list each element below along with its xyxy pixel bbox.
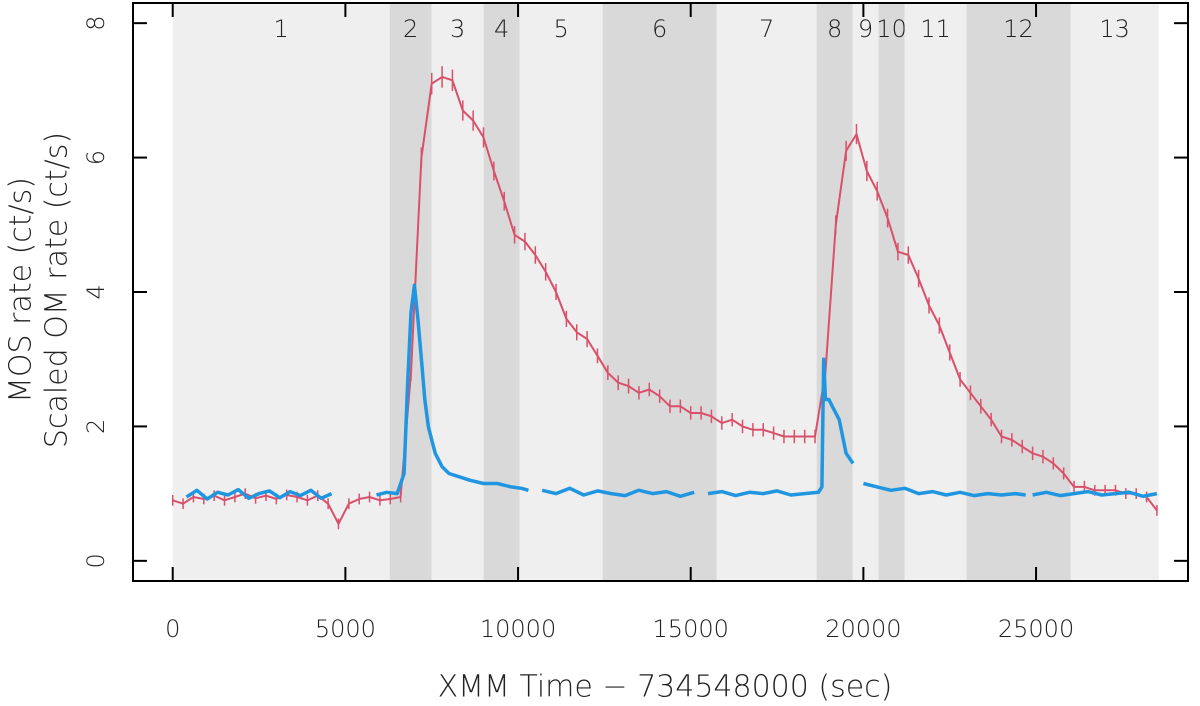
interval-label: 13: [1099, 15, 1130, 43]
y-tick-label: 2: [82, 419, 110, 434]
interval-label: 12: [1003, 15, 1034, 43]
interval-band: [519, 4, 603, 580]
interval-label: 2: [403, 15, 418, 43]
interval-band: [483, 4, 520, 580]
x-tick-label: 25000: [998, 615, 1074, 643]
interval-label: 9: [858, 15, 873, 43]
plot-background: 1 2 3 4 5 6 7 8 9 10 11 12 13: [172, 4, 1159, 580]
interval-band: [716, 4, 817, 580]
interval-label: 5: [553, 15, 568, 43]
interval-band: [389, 4, 432, 580]
interval-label: 3: [450, 15, 465, 43]
x-tick-label: 20000: [825, 615, 901, 643]
plot-marks: [171, 66, 1158, 530]
interval-label: 1: [274, 15, 289, 43]
series-line: [1032, 489, 1158, 499]
interval-band: [852, 4, 879, 580]
interval-band: [878, 4, 905, 580]
interval-band: [172, 4, 390, 580]
interval-band: [966, 4, 1071, 580]
interval-band: [431, 4, 484, 580]
axes: 0 5000 10000 15000 20000 25000 0 2 4 6 8 MOS rate (…: [4, 3, 1188, 643]
series-line: [172, 75, 1158, 525]
y-tick-label: 8: [82, 16, 110, 31]
x-tick-label: 10000: [480, 615, 556, 643]
x-tick-label: 0: [165, 615, 180, 643]
y-axis-label: MOS rate (ct/s): [4, 177, 39, 403]
series-line: [862, 481, 1026, 498]
interval-band: [904, 4, 967, 580]
x-tick-label: 5000: [315, 615, 376, 643]
interval-band: [602, 4, 717, 580]
series-line: [541, 486, 695, 499]
y-tick-label: 0: [82, 553, 110, 568]
interval-label: 6: [652, 15, 667, 43]
y-tick-label: 4: [82, 284, 110, 299]
y-tick-label: 6: [82, 150, 110, 165]
interval-label: 7: [759, 15, 774, 43]
interval-band: [816, 4, 853, 580]
series-line: [376, 283, 529, 497]
x-tick-label: 15000: [653, 615, 729, 643]
y-axis-label: Scaled OM rate (ct/s): [40, 132, 75, 448]
series-line: [707, 357, 855, 498]
interval-label: 8: [827, 15, 842, 43]
series-line: [185, 487, 333, 501]
x-axis-label: XMM Time − 734548000 (sec): [438, 670, 893, 705]
interval-label: 4: [494, 15, 509, 43]
interval-band: [1070, 4, 1159, 580]
interval-label: 10: [876, 15, 907, 43]
interval-label: 11: [920, 15, 951, 43]
